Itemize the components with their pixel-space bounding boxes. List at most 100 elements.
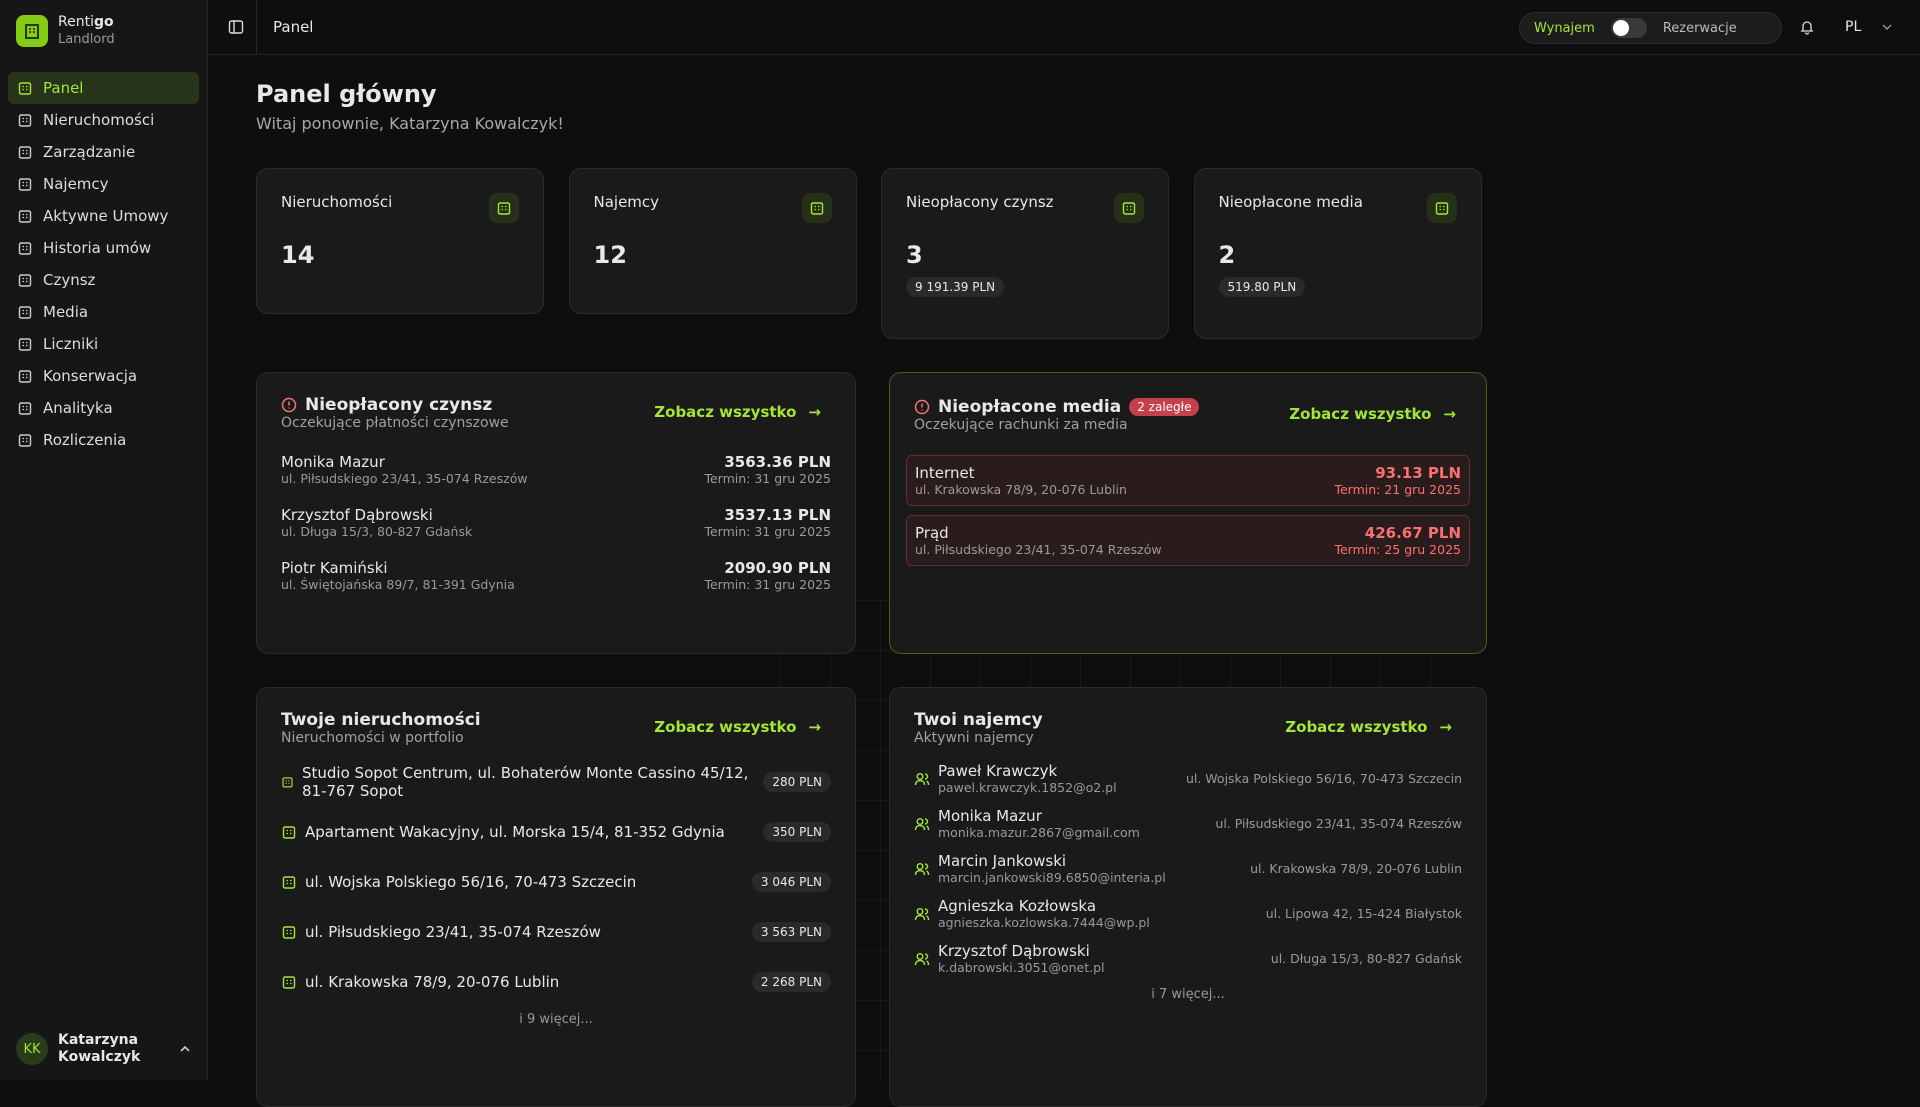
heading: Panel główny: [256, 80, 437, 108]
logo: [16, 15, 48, 47]
item-amount: 2090.90 PLN: [724, 559, 831, 577]
item-due: Termin: 31 gru 2025: [704, 471, 831, 486]
tenant[interactable]: Paweł Krawczyk pawel.krawczyk.1852@o2.pl u…: [914, 762, 1462, 795]
property-left: ul. Piłsudskiego 23/41, 35-074 Rzeszów: [281, 923, 601, 941]
item-name: Krzysztof Dąbrowski: [281, 506, 433, 524]
unpaid-media-panel: Nieopłacone media 2 zaległe Oczekujące rac…: [889, 372, 1487, 654]
tenant-info: Agnieszka Kozłowska agnieszka.kozlowska.7…: [938, 897, 1150, 930]
sidebar: Rentigo Landlord Panel Nieruchomości Zarząd…: [0, 0, 208, 1080]
nav-item[interactable]: Aktywne Umowy: [8, 200, 199, 232]
view-all-label: Zobacz wszystko: [654, 718, 797, 736]
brand[interactable]: Rentigo Landlord: [16, 14, 115, 48]
item-right: 2090.90 PLN Termin: 31 gru 2025: [704, 559, 831, 592]
more[interactable]: i 9 więcej...: [519, 1012, 593, 1027]
list-item[interactable]: Internet ul. Krakowska 78/9, 20-076 Lubli…: [906, 455, 1470, 506]
tenant[interactable]: Agnieszka Kozłowska agnieszka.kozlowska.7…: [914, 897, 1462, 930]
nav-item[interactable]: Zarządzanie: [8, 136, 199, 168]
stat-label: Nieopłacony czynsz: [906, 193, 1054, 211]
panel-subtitle: Oczekujące rachunki za media: [914, 417, 1128, 433]
item-due: Termin: 25 gru 2025: [1334, 542, 1461, 557]
reservations-label: Rezerwacje: [1662, 20, 1737, 36]
item-address: ul. Świętojańska 89/7, 81-391 Gdynia: [281, 577, 515, 592]
view-all-label: Zobacz wszystko: [654, 403, 797, 421]
stat-value: 2: [1218, 241, 1236, 269]
language[interactable]: PL: [1845, 19, 1862, 35]
tenant-info: Marcin Jankowski marcin.jankowski89.6850@…: [938, 852, 1166, 885]
panel-title: Twoje nieruchomości: [281, 710, 481, 730]
item-address: ul. Piłsudskiego 23/41, 35-074 Rzeszów: [915, 542, 1162, 557]
list-item[interactable]: Monika Mazur ul. Piłsudskiego 23/41, 35-0…: [281, 453, 831, 486]
nav-item[interactable]: Panel: [8, 72, 199, 104]
switch[interactable]: [1610, 18, 1647, 38]
stat-amount: 519.80 PLN: [1218, 277, 1306, 297]
property[interactable]: Studio Sopot Centrum, ul. Bohaterów Mont…: [281, 762, 831, 802]
view-all[interactable]: Zobacz wszystko →: [654, 403, 821, 421]
nav-item[interactable]: Historia umów: [8, 232, 199, 264]
nav-label: Nieruchomości: [43, 111, 155, 129]
mode-toggle[interactable]: Wynajem Rezerwacje: [1519, 12, 1782, 44]
topbar: Panel Wynajem Rezerwacje PL: [208, 0, 1920, 55]
list-item[interactable]: Prąd ul. Piłsudskiego 23/41, 35-074 Rzesz…: [906, 515, 1470, 566]
tenant-address: ul. Długa 15/3, 80-827 Gdańsk: [1270, 951, 1462, 966]
stat-value: 12: [593, 241, 627, 269]
panel-title: Twoi najemcy: [914, 710, 1043, 730]
nav-item[interactable]: Analityka: [8, 392, 199, 424]
view-all[interactable]: Zobacz wszystko →: [1285, 718, 1452, 736]
mode-label: Wynajem: [1534, 20, 1595, 36]
view-all[interactable]: Zobacz wszystko →: [1289, 405, 1456, 423]
tenant-address: ul. Wojska Polskiego 56/16, 70-473 Szcze…: [1185, 771, 1462, 786]
nav-label: Rozliczenia: [43, 431, 127, 449]
item-left: Piotr Kamiński ul. Świętojańska 89/7, 81-…: [281, 559, 515, 592]
stat-card: Nieopłacone media 2 519.80 PLN: [1193, 168, 1482, 339]
property[interactable]: ul. Piłsudskiego 23/41, 35-074 Rzeszów 3 …: [281, 912, 831, 952]
item-right: 93.13 PLN Termin: 21 gru 2025: [1334, 464, 1461, 497]
item-left: Krzysztof Dąbrowski ul. Długa 15/3, 80-82…: [281, 506, 472, 539]
tenant-name: Agnieszka Kozłowska: [938, 897, 1097, 915]
property-price: 3 563 PLN: [751, 922, 831, 942]
stat-value: 3: [906, 241, 923, 269]
list-item[interactable]: Piotr Kamiński ul. Świętojańska 89/7, 81-…: [281, 559, 831, 592]
tenant-left: Marcin Jankowski marcin.jankowski89.6850@…: [914, 852, 1166, 885]
tenant-email: marcin.jankowski89.6850@interia.pl: [938, 870, 1166, 885]
item-amount: 93.13 PLN: [1375, 464, 1461, 482]
view-all[interactable]: Zobacz wszystko →: [654, 718, 821, 736]
item-due: Termin: 21 gru 2025: [1334, 482, 1461, 497]
nav-label: Media: [43, 303, 89, 321]
properties-panel: Twoje nieruchomości Nieruchomości w portf…: [256, 687, 856, 1107]
more[interactable]: i 7 więcej...: [1151, 987, 1225, 1002]
tenant[interactable]: Monika Mazur monika.mazur.2867@gmail.com u…: [914, 807, 1462, 840]
tenant[interactable]: Marcin Jankowski marcin.jankowski89.6850@…: [914, 852, 1462, 885]
tenant-left: Krzysztof Dąbrowski k.dabrowski.3051@onet…: [914, 942, 1105, 975]
stat-value: 14: [281, 241, 315, 269]
property[interactable]: ul. Krakowska 78/9, 20-076 Lublin 2 268 P…: [281, 962, 831, 1002]
tenant-left: Paweł Krawczyk pawel.krawczyk.1852@o2.pl: [914, 762, 1117, 795]
list-item[interactable]: Krzysztof Dąbrowski ul. Długa 15/3, 80-82…: [281, 506, 831, 539]
tenant-address: ul. Lipowa 42, 15-424 Białystok: [1265, 906, 1462, 921]
property[interactable]: Apartament Wakacyjny, ul. Morska 15/4, 8…: [281, 812, 831, 852]
property-price: 350 PLN: [763, 822, 831, 842]
nav-item[interactable]: Media: [8, 296, 199, 328]
sidebar-toggle[interactable]: [228, 19, 244, 35]
tenant[interactable]: Krzysztof Dąbrowski k.dabrowski.3051@onet…: [914, 942, 1462, 975]
item-name: Piotr Kamiński: [281, 559, 388, 577]
property-left: Studio Sopot Centrum, ul. Bohaterów Mont…: [281, 764, 751, 800]
nav-item[interactable]: Konserwacja: [8, 360, 199, 392]
stat-label: Nieruchomości: [281, 193, 393, 211]
stat-card: Nieruchomości 14: [256, 168, 544, 314]
nav-item[interactable]: Czynsz: [8, 264, 199, 296]
item-left: Prąd ul. Piłsudskiego 23/41, 35-074 Rzesz…: [915, 524, 1162, 557]
nav-item[interactable]: Najemcy: [8, 168, 199, 200]
tenant-info: Krzysztof Dąbrowski k.dabrowski.3051@onet…: [938, 942, 1105, 975]
nav-item[interactable]: Nieruchomości: [8, 104, 199, 136]
item-name: Monika Mazur: [281, 453, 385, 471]
user-menu[interactable]: KK Katarzyna Kowalczyk: [16, 1032, 192, 1066]
stat-card: Najemcy 12: [568, 168, 857, 314]
property-left: ul. Krakowska 78/9, 20-076 Lublin: [281, 973, 559, 991]
nav-item[interactable]: Rozliczenia: [8, 424, 199, 456]
nav-item[interactable]: Liczniki: [8, 328, 199, 360]
tenant-left: Agnieszka Kozłowska agnieszka.kozlowska.7…: [914, 897, 1150, 930]
notifications[interactable]: [1799, 19, 1815, 35]
property-name: Apartament Wakacyjny, ul. Morska 15/4, 8…: [305, 823, 725, 841]
property[interactable]: ul. Wojska Polskiego 56/16, 70-473 Szcze…: [281, 862, 831, 902]
